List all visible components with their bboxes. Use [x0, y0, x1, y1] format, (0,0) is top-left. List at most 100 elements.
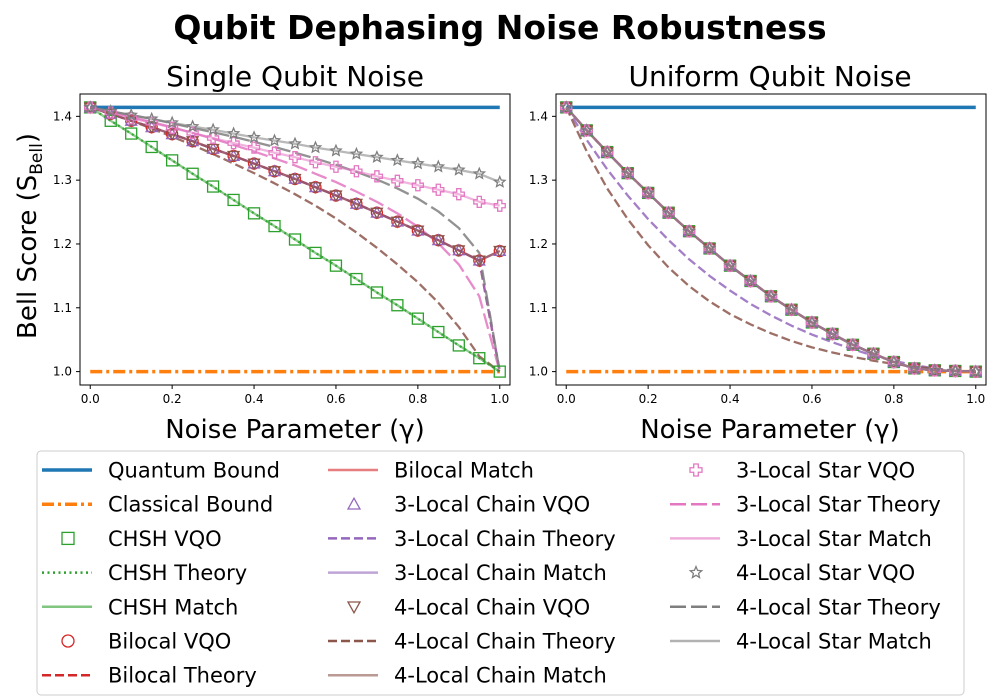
legend-label: 4-Local Chain VQO — [394, 595, 590, 619]
legend-marker — [689, 463, 703, 477]
plot-area — [83, 100, 507, 378]
star4-vqo-point — [805, 315, 819, 329]
star3-vqo-point — [247, 141, 261, 154]
star3-vqo-point — [104, 106, 117, 119]
legend-item-s3_th: 3-Local Star Theory — [670, 493, 941, 517]
legend-label: Classical Bound — [108, 493, 273, 517]
chain4-vqo-point — [226, 150, 241, 163]
star4-vqo-point — [267, 133, 282, 147]
legend-item-qb: Quantum Bound — [42, 459, 280, 483]
legend-item-bil_vqo: Bilocal VQO — [61, 630, 231, 654]
chsh-vqo-point — [247, 207, 261, 220]
legend-label: CHSH VQO — [108, 527, 222, 551]
star3-theory-line — [565, 106, 976, 373]
star4-vqo-point — [948, 363, 963, 377]
bilocal-vqo-markers — [560, 101, 982, 378]
chsh-vqo-point — [370, 286, 384, 299]
chain4-vqo-point — [206, 143, 220, 156]
star3-vqo-markers — [560, 101, 982, 378]
panel-uniform-qubit-noise: Uniform Qubit Noise Noise Parameter (γ) … — [529, 60, 987, 445]
star4-vqo-point — [661, 205, 676, 219]
y-tick-label: 1.4 — [529, 109, 548, 123]
chsh-vqo-point — [206, 180, 220, 193]
star4-vqo-point — [431, 159, 446, 173]
legend-item-s3_vqo: 3-Local Star VQO — [689, 459, 915, 483]
x-tick-label: 0.0 — [557, 392, 576, 406]
legend-label: Quantum Bound — [108, 459, 280, 483]
star4-vqo-point — [103, 104, 118, 118]
chsh-vqo-point — [411, 312, 425, 325]
y-axis-label-sub: Bell — [27, 143, 47, 175]
star3-vqo-point — [329, 160, 343, 173]
star3-vqo-point — [432, 183, 445, 196]
star4-match-line — [565, 106, 976, 373]
legend-label: 4-Local Chain Match — [394, 664, 607, 688]
legend-item-chsh_th: CHSH Theory — [42, 561, 247, 585]
legend-item-c4_vqo: 4-Local Chain VQO — [346, 595, 590, 619]
chain4-vqo-point — [431, 235, 445, 247]
y-tick-label: 1.3 — [529, 173, 548, 187]
legend: Quantum Bound Classical Bound CHSH VQO CHSH… — [36, 450, 965, 696]
legend-label: 4-Local Star Theory — [736, 595, 941, 619]
legend-item-cb: Classical Bound — [42, 493, 273, 517]
star3-vqo-point — [206, 131, 220, 145]
y-tick-label: 1.0 — [53, 365, 72, 379]
y-axis-label-close: ) — [13, 133, 43, 143]
x-tick-label: 0.8 — [884, 392, 903, 406]
y-tick-label: 1.1 — [529, 301, 548, 315]
x-tick-label: 0.4 — [245, 392, 264, 406]
chain4-vqo-point — [145, 122, 159, 135]
chsh-vqo-point — [227, 193, 240, 207]
star4-vqo-point — [620, 165, 635, 179]
x-tick-label: 1.0 — [966, 392, 985, 406]
star4-vqo-point — [764, 289, 778, 303]
legend-item-s4_m: 4-Local Star Match — [670, 630, 932, 654]
x-axis-label-uniform: Noise Parameter (γ) — [640, 415, 900, 445]
chsh-match-line — [565, 106, 976, 373]
chsh-theory-line — [565, 106, 976, 373]
star4-vqo-point — [206, 122, 220, 136]
star4-vqo-point — [124, 107, 139, 121]
legend-label: 3-Local Chain Theory — [394, 527, 616, 551]
star4-vqo-point — [411, 156, 425, 170]
chain4-vqo-point — [288, 173, 302, 186]
legend-marker — [346, 601, 362, 615]
chsh-vqo-point — [452, 339, 465, 352]
star4-vqo-point — [349, 146, 364, 160]
star4-vqo-point — [390, 153, 405, 167]
legend-item-c3_th: 3-Local Chain Theory — [328, 527, 616, 551]
star4-vqo-point — [784, 302, 799, 316]
axes-frame — [79, 93, 511, 386]
x-tick-label: 0.2 — [163, 392, 182, 406]
legend-label: 4-Local Star VQO — [736, 561, 915, 585]
legend-label: 3-Local Star Theory — [736, 493, 941, 517]
chain4-vqo-point — [411, 225, 425, 238]
star4-vqo-point — [579, 123, 594, 137]
chsh-vqo-point — [350, 272, 363, 286]
legend-label: 3-Local Chain VQO — [394, 493, 590, 517]
chsh-vqo-point — [186, 167, 199, 180]
star3-vqo-point — [370, 170, 384, 183]
legend-item-bil_m: Bilocal Match — [328, 459, 534, 483]
chain4-vqo-point — [165, 129, 179, 142]
chsh-vqo-point — [104, 114, 117, 127]
legend-frame — [36, 450, 965, 696]
bilocal-theory-line — [565, 106, 976, 373]
star3-match-line — [89, 106, 500, 207]
chsh-vqo-point — [391, 299, 404, 312]
x-tick-label: 1.0 — [490, 392, 509, 406]
star4-vqo-point — [887, 354, 901, 368]
chain4-vqo-point — [452, 245, 466, 258]
y-tick-label: 1.3 — [53, 173, 72, 187]
x-tick-label: 0.6 — [326, 392, 345, 406]
star3-vqo-point — [268, 146, 281, 159]
legend-label: 3-Local Star VQO — [736, 459, 915, 483]
star3-vqo-point — [473, 195, 486, 208]
panel-title-single: Single Qubit Noise — [166, 60, 424, 93]
legend-marker — [61, 634, 75, 648]
legend-item-chsh_m: CHSH Match — [42, 595, 238, 619]
star4-vqo-point — [144, 111, 159, 125]
chain3-match-line — [565, 106, 976, 373]
y-axis-label: Bell Score (SBell) — [13, 133, 47, 339]
chain4-theory-line — [565, 106, 976, 373]
